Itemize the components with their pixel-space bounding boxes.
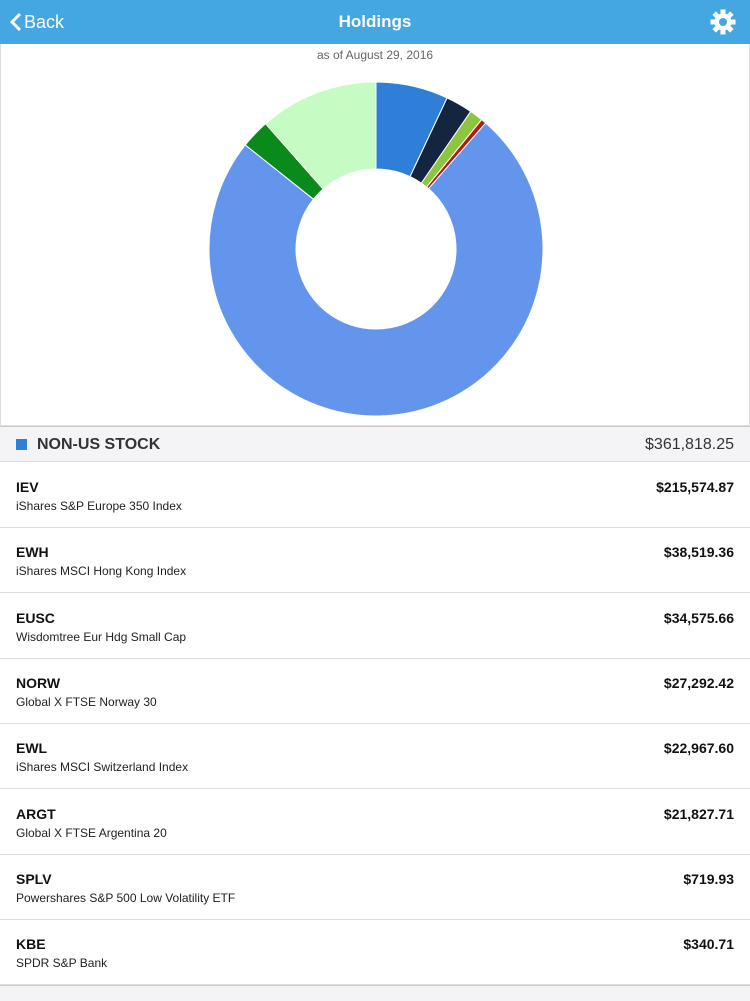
back-chevron bbox=[9, 12, 22, 32]
holding-symbol: ARGT bbox=[16, 805, 56, 822]
holding-value: $21,827.71 bbox=[663, 805, 734, 822]
holding-symbol: KBE bbox=[16, 936, 46, 953]
holding-name: Powershares S&P 500 Low Volatility ETF bbox=[16, 890, 236, 905]
holding-name: Global X FTSE Argentina 20 bbox=[16, 825, 167, 840]
legend-swatch bbox=[16, 439, 27, 450]
settings-button[interactable] bbox=[710, 9, 736, 35]
back-label: Back bbox=[24, 11, 65, 32]
holding-value: $719.93 bbox=[683, 870, 734, 887]
next-section-header bbox=[0, 985, 750, 1001]
holding-value: $22,967.60 bbox=[663, 740, 734, 757]
holding-row[interactable]: NORW Global X FTSE Norway 30 $27,292.42 bbox=[0, 659, 750, 724]
nav-title: Holdings bbox=[338, 12, 412, 31]
holding-symbol: EUSC bbox=[16, 609, 55, 626]
donut-chart bbox=[208, 81, 544, 417]
holding-name: Wisdomtree Eur Hdg Small Cap bbox=[16, 629, 187, 644]
donut-slice bbox=[208, 122, 544, 417]
back-button[interactable]: Back bbox=[8, 0, 64, 44]
holding-row[interactable]: IEV iShares S&P Europe 350 Index $215,574.… bbox=[0, 463, 750, 528]
holding-name: iShares MSCI Switzerland Index bbox=[16, 760, 189, 775]
as-of-date: as of August 29, 2016 bbox=[316, 48, 434, 62]
section-header: NON-US STOCK $361,818.25 bbox=[0, 426, 750, 462]
holding-symbol: IEV bbox=[16, 479, 39, 495]
nav-bar: Back Holdings bbox=[0, 0, 750, 44]
holding-symbol: NORW bbox=[16, 674, 61, 691]
section-total: $361,818.25 bbox=[645, 436, 734, 453]
section-title: NON-US STOCK bbox=[37, 436, 161, 453]
holding-row[interactable]: EWH iShares MSCI Hong Kong Index $38,519.3… bbox=[0, 528, 750, 594]
holding-name: SPDR S&P Bank bbox=[16, 956, 108, 971]
holding-name: iShares MSCI Hong Kong Index bbox=[16, 564, 187, 579]
holding-symbol: EWH bbox=[16, 544, 49, 561]
holding-row[interactable]: EUSC Wisdomtree Eur Hdg Small Cap $34,575.… bbox=[0, 594, 750, 659]
holding-value: $27,292.42 bbox=[663, 674, 734, 691]
holding-name: Global X FTSE Norway 30 bbox=[16, 694, 157, 709]
holding-name: iShares S&P Europe 350 Index bbox=[16, 499, 182, 513]
holding-value: $38,519.36 bbox=[663, 544, 734, 561]
chart-panel: as of August 29, 2016 bbox=[0, 44, 750, 426]
holding-row[interactable]: SPLV Powershares S&P 500 Low Volatility E… bbox=[0, 855, 750, 920]
holding-row[interactable]: KBE SPDR S&P Bank $340.71 bbox=[0, 920, 750, 986]
holding-value: $340.71 bbox=[683, 936, 734, 953]
holding-value: $34,575.66 bbox=[663, 609, 734, 626]
holding-row[interactable]: ARGT Global X FTSE Argentina 20 $21,827.71 bbox=[0, 790, 750, 855]
holding-row[interactable]: EWL iShares MSCI Switzerland Index $22,967… bbox=[0, 724, 750, 790]
donut-slice bbox=[264, 81, 377, 190]
holding-symbol: SPLV bbox=[16, 870, 52, 887]
holding-symbol: EWL bbox=[16, 740, 48, 757]
holding-value: $215,574.87 bbox=[656, 479, 734, 495]
